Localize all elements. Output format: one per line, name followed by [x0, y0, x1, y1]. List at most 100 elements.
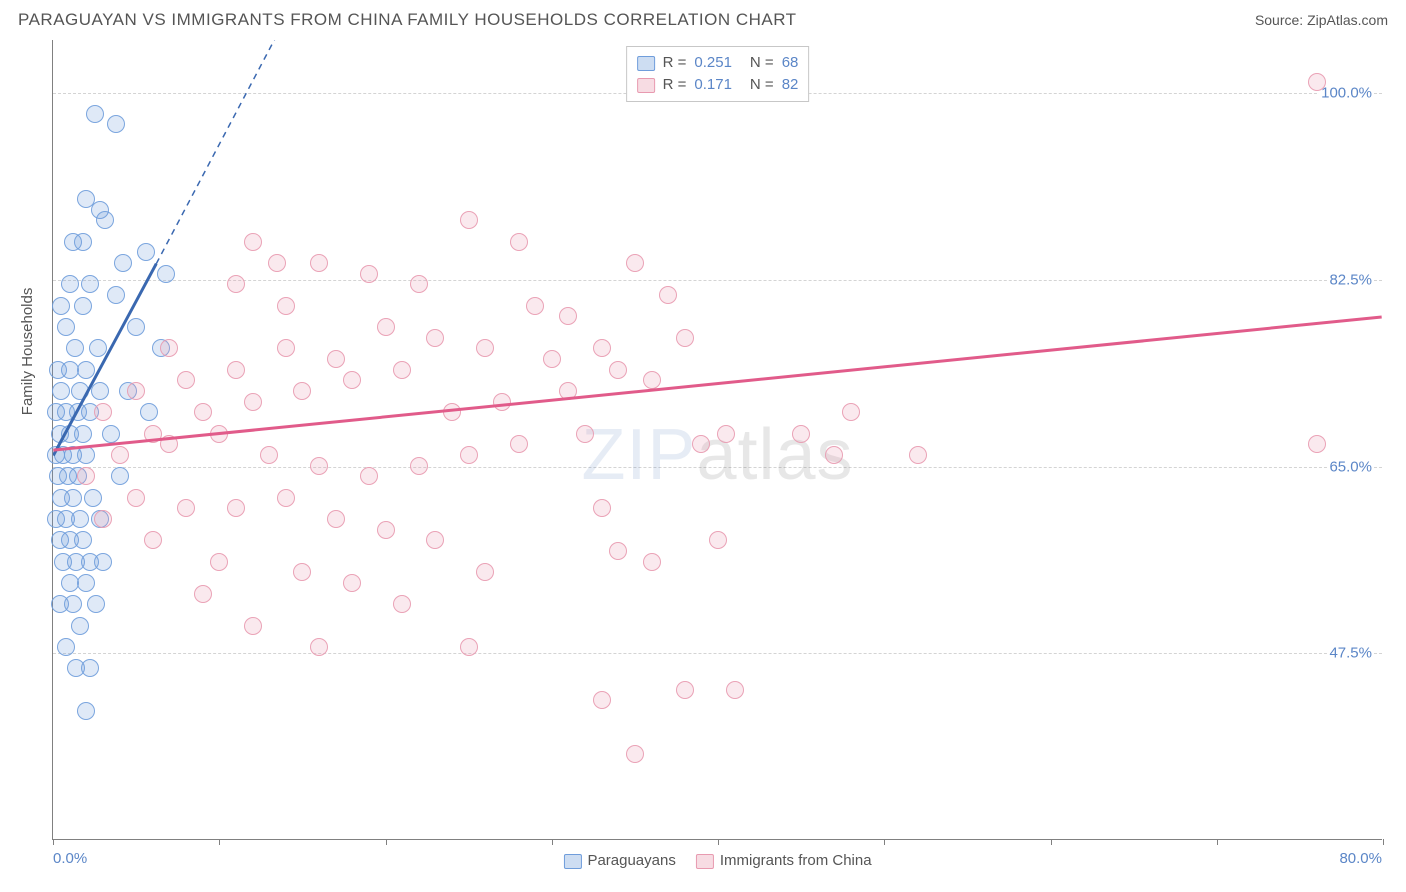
scatter-point: [227, 275, 245, 293]
scatter-point: [676, 681, 694, 699]
scatter-point: [593, 339, 611, 357]
scatter-point: [460, 446, 478, 464]
scatter-point: [244, 233, 262, 251]
chart-title: PARAGUAYAN VS IMMIGRANTS FROM CHINA FAMI…: [18, 10, 797, 30]
scatter-point: [543, 350, 561, 368]
r-value: 0.251: [694, 52, 732, 74]
scatter-point: [194, 403, 212, 421]
scatter-point: [57, 638, 75, 656]
scatter-point: [360, 265, 378, 283]
scatter-point: [64, 489, 82, 507]
gridline-h: [53, 653, 1382, 654]
scatter-point: [576, 425, 594, 443]
r-label: R =: [663, 52, 687, 74]
gridline-h: [53, 280, 1382, 281]
scatter-point: [114, 254, 132, 272]
scatter-point: [107, 286, 125, 304]
gridline-h: [53, 467, 1382, 468]
scatter-point: [94, 553, 112, 571]
scatter-point: [476, 563, 494, 581]
scatter-point: [343, 574, 361, 592]
scatter-point: [792, 425, 810, 443]
legend-swatch: [637, 56, 655, 71]
scatter-point: [127, 489, 145, 507]
scatter-point: [77, 467, 95, 485]
scatter-point: [71, 617, 89, 635]
scatter-point: [84, 489, 102, 507]
y-axis-title: Family Households: [19, 288, 36, 416]
scatter-point: [74, 233, 92, 251]
scatter-point: [71, 510, 89, 528]
stats-legend-row: R =0.251N = 68: [637, 52, 799, 74]
scatter-point: [609, 361, 627, 379]
scatter-point: [510, 435, 528, 453]
legend-swatch: [696, 854, 714, 869]
scatter-point: [293, 382, 311, 400]
legend-swatch: [637, 78, 655, 93]
regression-lines: [53, 40, 1382, 839]
series-legend-label: Paraguayans: [587, 852, 675, 869]
scatter-point: [410, 275, 428, 293]
scatter-point: [61, 574, 79, 592]
watermark: ZIPatlas: [581, 414, 853, 496]
scatter-point: [91, 382, 109, 400]
x-tick: [1217, 839, 1218, 845]
scatter-point: [559, 307, 577, 325]
scatter-point: [210, 553, 228, 571]
r-value: 0.171: [694, 74, 732, 96]
scatter-point: [77, 190, 95, 208]
scatter-point: [227, 499, 245, 517]
source-attribution: Source: ZipAtlas.com: [1255, 12, 1388, 28]
scatter-point: [626, 745, 644, 763]
scatter-point: [94, 510, 112, 528]
scatter-point: [61, 275, 79, 293]
source-label: Source:: [1255, 12, 1307, 28]
scatter-point: [327, 510, 345, 528]
scatter-point: [460, 211, 478, 229]
series-legend-item: Paraguayans: [563, 852, 675, 869]
scatter-point: [102, 425, 120, 443]
scatter-point: [111, 467, 129, 485]
x-tick-label-max: 80.0%: [1339, 850, 1382, 867]
scatter-point: [277, 297, 295, 315]
scatter-point: [107, 115, 125, 133]
scatter-point: [52, 297, 70, 315]
scatter-point: [74, 425, 92, 443]
y-tick-label: 65.0%: [1327, 458, 1374, 475]
y-tick-label: 82.5%: [1327, 272, 1374, 289]
scatter-point: [96, 211, 114, 229]
scatter-point: [127, 382, 145, 400]
y-tick-label: 47.5%: [1327, 645, 1374, 662]
scatter-point: [1308, 435, 1326, 453]
scatter-point: [393, 361, 411, 379]
scatter-point: [157, 265, 175, 283]
scatter-point: [57, 318, 75, 336]
n-label: N =: [750, 74, 774, 96]
scatter-point: [268, 254, 286, 272]
scatter-point: [74, 531, 92, 549]
scatter-point: [194, 585, 212, 603]
scatter-point: [144, 531, 162, 549]
scatter-point: [310, 457, 328, 475]
scatter-point: [66, 339, 84, 357]
scatter-point: [77, 702, 95, 720]
stats-legend-row: R =0.171N = 82: [637, 74, 799, 96]
scatter-point: [377, 318, 395, 336]
y-tick-label: 100.0%: [1319, 85, 1374, 102]
scatter-point: [210, 425, 228, 443]
scatter-point: [692, 435, 710, 453]
scatter-point: [52, 382, 70, 400]
scatter-point: [443, 403, 461, 421]
scatter-point: [111, 446, 129, 464]
n-label: N =: [750, 52, 774, 74]
legend-swatch: [563, 854, 581, 869]
scatter-point: [377, 521, 395, 539]
scatter-point: [77, 446, 95, 464]
scatter-point: [593, 691, 611, 709]
plot-area: ZIPatlas Family Households R =0.251N = 6…: [52, 40, 1382, 840]
series-legend-label: Immigrants from China: [720, 852, 872, 869]
x-tick: [718, 839, 719, 845]
scatter-point: [140, 403, 158, 421]
scatter-point: [327, 350, 345, 368]
scatter-point: [559, 382, 577, 400]
